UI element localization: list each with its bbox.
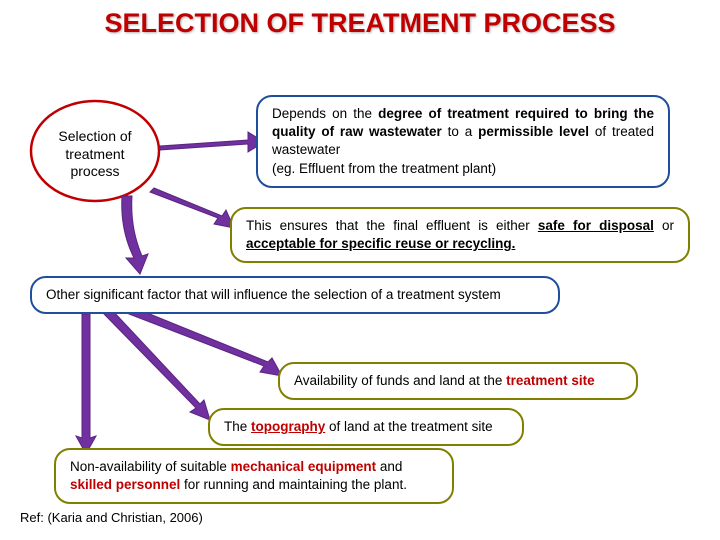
box-other-factor: Other significant factor that will influ… — [30, 276, 560, 314]
ellipse-label: Selection oftreatmentprocess — [50, 128, 140, 181]
slide-title: SELECTION OF TREATMENT PROCESS — [0, 0, 720, 39]
box-nonavail: Non-availability of suitable mechanical … — [54, 448, 454, 504]
reference-text: Ref: (Karia and Christian, 2006) — [20, 510, 203, 525]
box-topography: The topography of land at the treatment … — [208, 408, 524, 446]
box-ensures: This ensures that the final effluent is … — [230, 207, 690, 263]
box-funds: Availability of funds and land at the tr… — [278, 362, 638, 400]
box-depends: Depends on the degree of treatment requi… — [256, 95, 670, 188]
